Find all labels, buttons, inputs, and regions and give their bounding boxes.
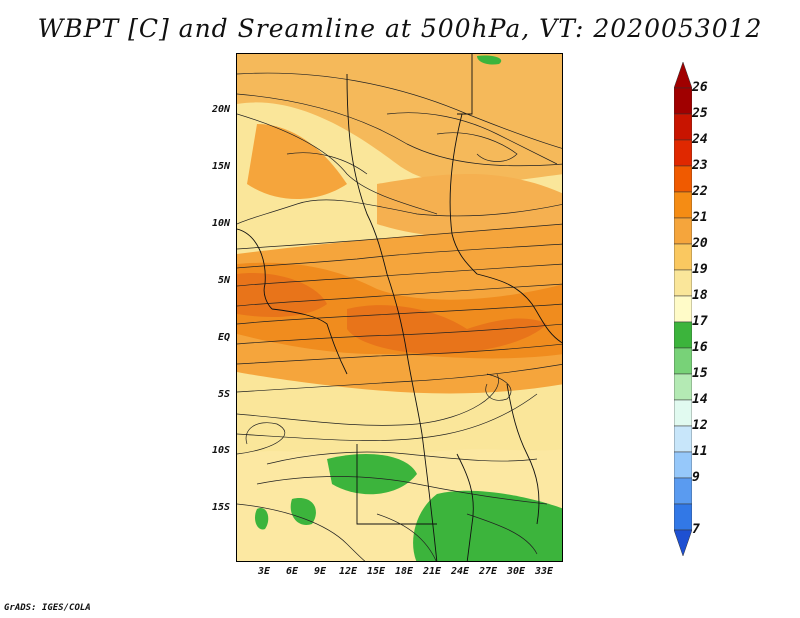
north-warm-zone — [237, 54, 562, 184]
wbpt-streamline-map — [237, 54, 562, 561]
colorbar-label-12: 12 — [692, 418, 708, 433]
colorbar-label-9: 9 — [692, 470, 700, 485]
colorbar-swatch-8 — [674, 295, 692, 323]
colorbar-label-11: 11 — [692, 444, 708, 459]
lon-label-27e: 27E — [478, 566, 498, 577]
streamlines — [237, 72, 562, 561]
green-patch-center — [327, 454, 417, 495]
central-hot-core — [347, 305, 547, 354]
lat-label-5n: 5N — [217, 275, 230, 286]
lat-label-10n: 10N — [211, 218, 230, 229]
lon-label-18e: 18E — [394, 566, 414, 577]
colorbar-label-24: 24 — [692, 132, 708, 147]
colorbar-top-arrow — [674, 62, 692, 89]
lon-label-3e: 3E — [257, 566, 271, 577]
lon-label-24e: 24E — [450, 566, 470, 577]
lat-label-15n: 15N — [211, 161, 230, 172]
map-title: WBPT [C] and Sreamline at 500hPa, VT: 20… — [37, 14, 763, 43]
lon-label-12e: 12E — [338, 566, 358, 577]
lon-label-21e: 21E — [422, 566, 442, 577]
green-patch-southeast — [413, 490, 562, 561]
lat-label-10s: 10S — [211, 445, 230, 456]
lat-label-15s: 15S — [211, 502, 230, 513]
colorbar-label-16: 16 — [692, 340, 708, 355]
lat-label-eq: EQ — [217, 332, 230, 343]
green-patch-far-west — [254, 508, 269, 530]
colorbar-label-21: 21 — [692, 210, 708, 225]
colorbar-label-20: 20 — [692, 236, 708, 251]
colorbar-swatch-16 — [674, 503, 692, 531]
colorbar-swatch-4 — [674, 191, 692, 219]
colorbar-label-7: 7 — [692, 522, 700, 537]
colorbar-swatch-7 — [674, 269, 692, 297]
colorbar-label-18: 18 — [692, 288, 708, 303]
colorbar-label-14: 14 — [692, 392, 708, 407]
lon-label-33e: 33E — [534, 566, 554, 577]
nw-warm-patch — [247, 124, 347, 199]
colorbar-swatch-12 — [674, 399, 692, 427]
colorbar-bottom-arrow — [674, 529, 692, 557]
lon-label-30e: 30E — [506, 566, 526, 577]
green-patch-west — [290, 498, 316, 525]
colorbar-label-23: 23 — [692, 158, 708, 173]
lat-label-5s: 5S — [217, 389, 230, 400]
colorbar-swatch-1 — [674, 113, 692, 141]
colorbar-label-15: 15 — [692, 366, 708, 381]
colorbar-swatch-14 — [674, 451, 692, 479]
colorbar — [674, 62, 692, 557]
lat-label-20n: 20N — [211, 104, 230, 115]
map-panel — [236, 53, 563, 562]
colorbar-label-25: 25 — [692, 106, 708, 121]
colorbar-label-22: 22 — [692, 184, 708, 199]
country-borders — [237, 54, 562, 561]
grads-credit: GrADS: IGES/COLA — [4, 603, 91, 613]
colorbar-label-19: 19 — [692, 262, 708, 277]
colorbar-swatch-5 — [674, 217, 692, 245]
colorbar-swatch-11 — [674, 373, 692, 401]
colorbar-label-17: 17 — [692, 314, 708, 329]
lon-label-6e: 6E — [285, 566, 299, 577]
colorbar-swatch-15 — [674, 477, 692, 505]
colorbar-label-26: 26 — [692, 80, 708, 95]
colorbar-swatch-13 — [674, 425, 692, 453]
lon-label-9e: 9E — [313, 566, 327, 577]
colorbar-swatch-0 — [674, 87, 692, 115]
green-patch-north — [477, 55, 502, 65]
colorbar-swatch-2 — [674, 139, 692, 167]
colorbar-swatch-3 — [674, 165, 692, 193]
colorbar-swatch-6 — [674, 243, 692, 271]
lon-label-15e: 15E — [366, 566, 386, 577]
colorbar-swatch-9 — [674, 321, 692, 349]
colorbar-swatch-10 — [674, 347, 692, 375]
